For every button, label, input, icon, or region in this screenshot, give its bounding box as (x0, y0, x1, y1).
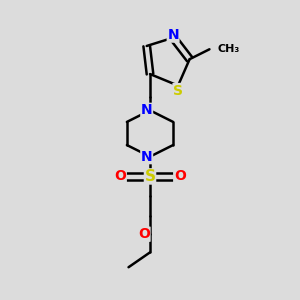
Text: N: N (167, 28, 179, 42)
Text: O: O (138, 227, 150, 241)
Text: O: O (114, 169, 126, 183)
Text: S: S (173, 84, 183, 98)
Text: S: S (145, 169, 155, 184)
Text: N: N (141, 103, 152, 117)
Text: O: O (174, 169, 186, 183)
Text: N: N (141, 150, 152, 164)
Text: CH₃: CH₃ (218, 44, 240, 54)
